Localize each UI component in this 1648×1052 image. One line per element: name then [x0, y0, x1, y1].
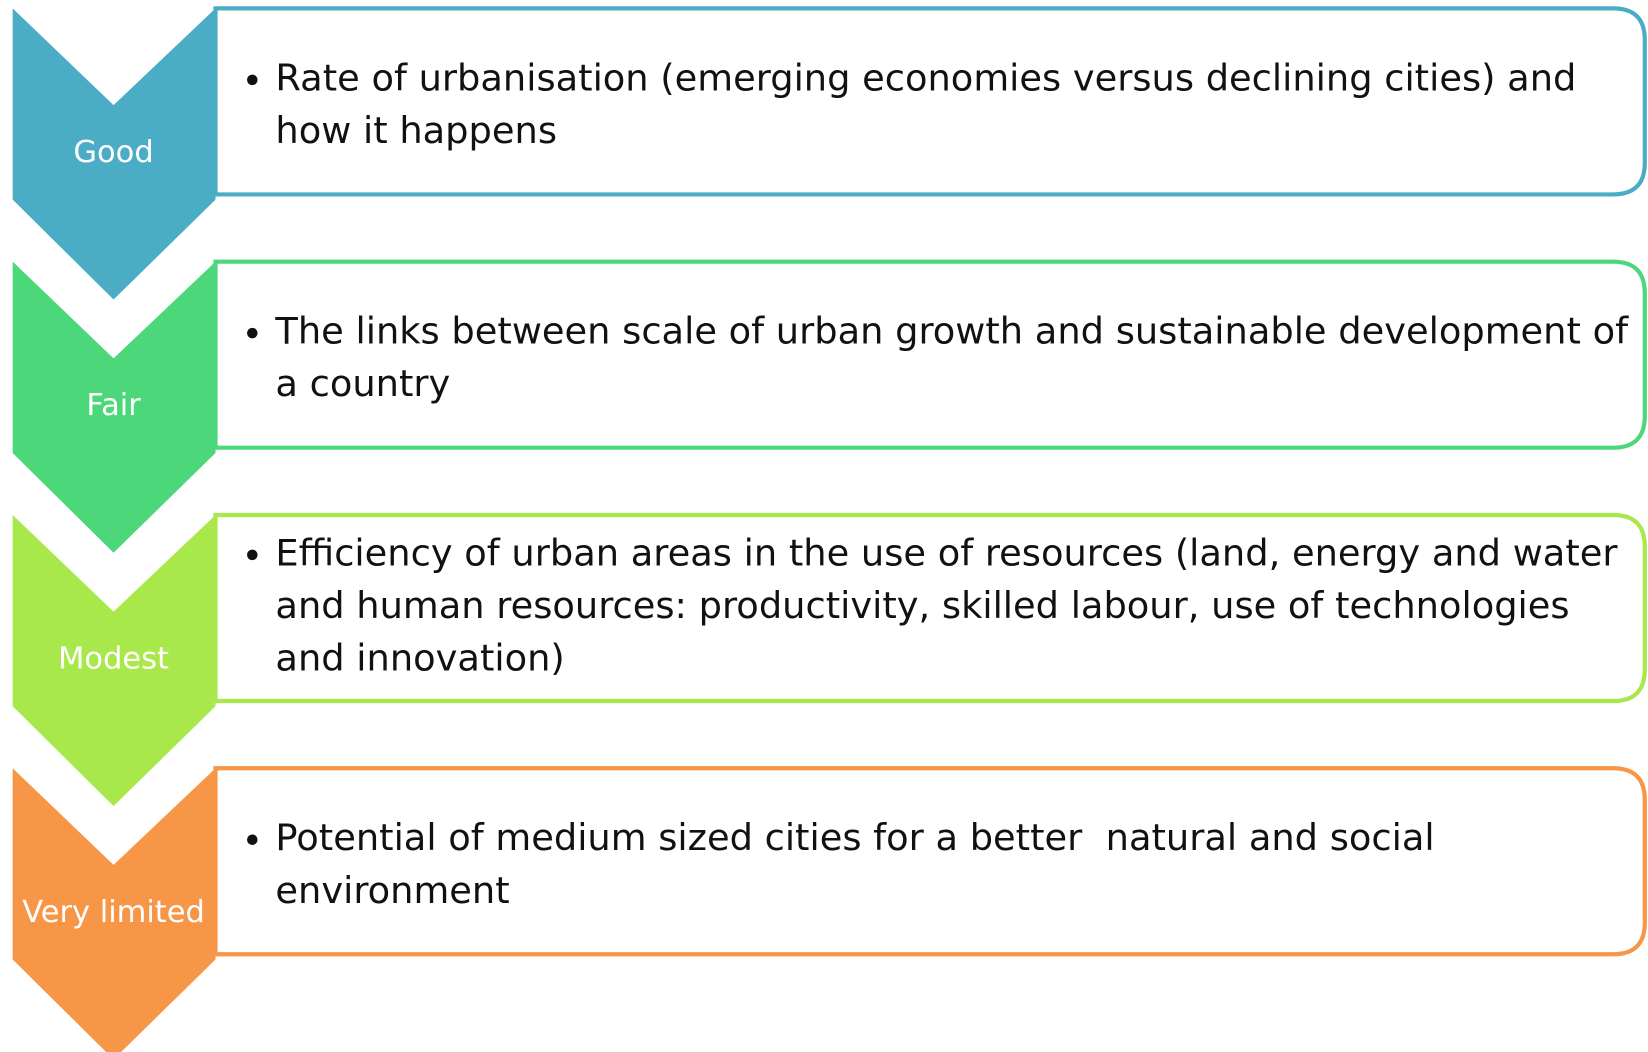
bullet-text: Efficiency of urban areas in the use of …: [275, 528, 1641, 686]
text-wrap: Efficiency of urban areas in the use of …: [244, 528, 1642, 686]
text-box: [213, 512, 1647, 704]
level-label: Fair: [86, 388, 141, 423]
bullet-text: Potential of medium sized cities for a b…: [275, 812, 1641, 917]
bullet-text: Rate of urbanisation (emerging economies…: [275, 53, 1641, 158]
chevron: [12, 8, 216, 300]
text-box: [213, 6, 1647, 197]
bullet-list: Potential of medium sized cities for a b…: [244, 812, 1642, 917]
level-label: Very limited: [22, 895, 205, 930]
text-area: Efficiency of urban areas in the use of …: [244, 528, 1642, 696]
text-wrap: Potential of medium sized cities for a b…: [244, 781, 1642, 918]
chevron: [12, 768, 216, 1052]
level-label: Good: [73, 135, 153, 170]
bullet-text: The links between scale of urban growth …: [275, 306, 1641, 411]
text-area: The links between scale of urban growth …: [244, 274, 1642, 442]
text-box: [213, 259, 1647, 450]
bullet-list: Efficiency of urban areas in the use of …: [244, 528, 1642, 686]
bullet-list: Rate of urbanisation (emerging economies…: [244, 53, 1642, 158]
text-area: Potential of medium sized cities for a b…: [244, 781, 1642, 949]
bullet-list: The links between scale of urban growth …: [244, 306, 1642, 411]
level-label: Modest: [58, 641, 169, 676]
chevron: [12, 261, 216, 553]
text-wrap: The links between scale of urban growth …: [244, 274, 1642, 411]
text-area: Rate of urbanisation (emerging economies…: [244, 21, 1642, 189]
chevron: [12, 514, 216, 807]
text-wrap: Rate of urbanisation (emerging economies…: [244, 21, 1642, 158]
text-box: [213, 766, 1647, 957]
